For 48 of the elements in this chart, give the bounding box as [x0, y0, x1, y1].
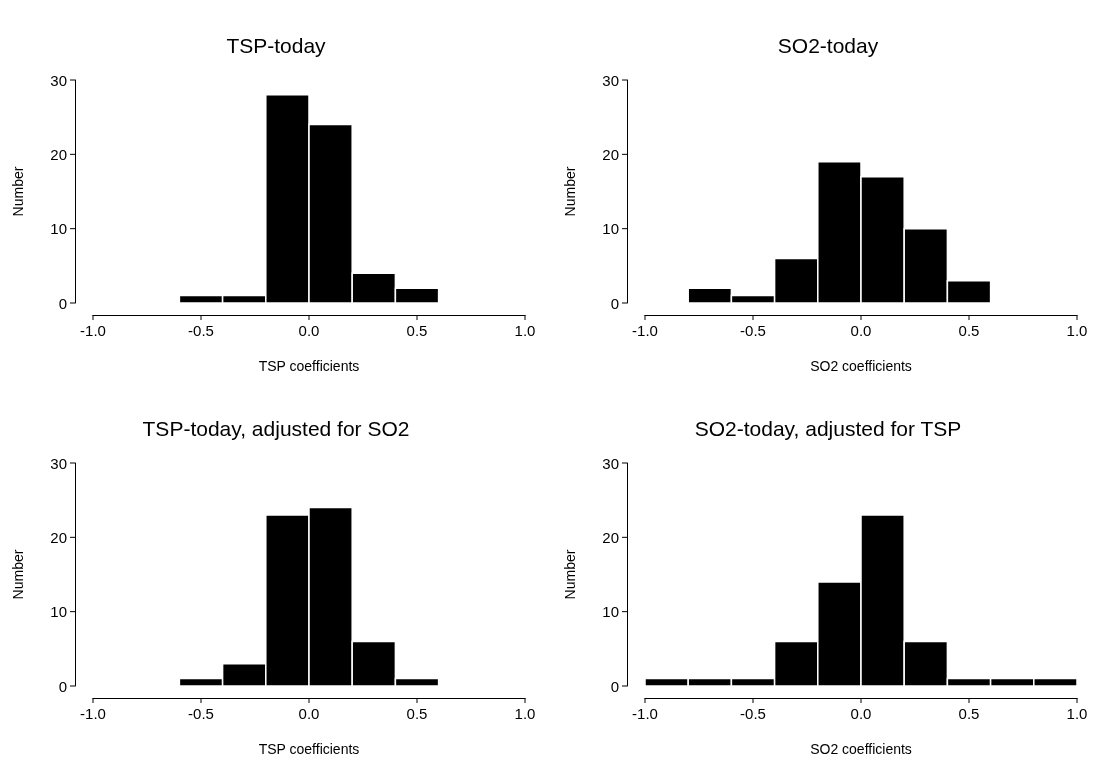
y-tick-label: 30: [50, 71, 67, 89]
x-tick-label: 0.0: [298, 705, 320, 722]
x-tick-label: -0.5: [740, 322, 766, 339]
chart-title: SO2-today, adjusted for TSP: [694, 417, 962, 440]
y-tick-label: 30: [602, 71, 619, 89]
x-tick-label: 0.5: [958, 705, 980, 722]
x-tick-label: -1.0: [80, 705, 106, 722]
y-tick-label: 20: [602, 528, 619, 546]
x-tick-label: -0.5: [188, 705, 214, 722]
x-tick-label: 0.0: [850, 322, 872, 339]
y-tick-label: 30: [602, 454, 619, 472]
x-axis-title: TSP coefficients: [258, 741, 360, 757]
x-axis-title: TSP coefficients: [258, 358, 360, 374]
chart-title: TSP-today: [226, 34, 327, 57]
chart-title: TSP-today, adjusted for SO2: [142, 417, 410, 440]
y-tick-label: 0: [610, 294, 619, 312]
x-tick-label: -0.5: [188, 322, 214, 339]
x-tick-label: 1.0: [1066, 322, 1088, 339]
x-tick-label: -1.0: [80, 322, 106, 339]
y-tick-label: 20: [50, 145, 67, 163]
x-tick-label: 1.0: [514, 322, 536, 339]
y-axis-title: Number: [562, 549, 578, 600]
y-tick-label: 10: [602, 220, 619, 238]
y-tick-label: 0: [610, 677, 619, 695]
y-tick-label: 20: [602, 145, 619, 163]
x-tick-label: 1.0: [514, 705, 536, 722]
y-axis-title: Number: [562, 166, 578, 217]
y-tick-label: 10: [602, 603, 619, 621]
x-tick-label: 1.0: [1066, 705, 1088, 722]
x-tick-label: 0.5: [958, 322, 980, 339]
x-tick-label: -0.5: [740, 705, 766, 722]
y-tick-label: 10: [50, 603, 67, 621]
y-tick-label: 30: [50, 454, 67, 472]
x-tick-label: -1.0: [632, 322, 658, 339]
chart-title: SO2-today: [777, 34, 879, 57]
y-axis-title: Number: [10, 166, 26, 217]
y-tick-label: 10: [50, 220, 67, 238]
x-tick-label: 0.5: [406, 705, 428, 722]
y-tick-label: 0: [58, 677, 67, 695]
x-tick-label: 0.0: [850, 705, 872, 722]
y-axis-title: Number: [10, 549, 26, 600]
y-tick-label: 0: [58, 294, 67, 312]
x-tick-label: 0.5: [406, 322, 428, 339]
y-tick-label: 20: [50, 528, 67, 546]
x-axis-title: SO2 coefficients: [810, 358, 912, 374]
x-tick-label: -1.0: [632, 705, 658, 722]
x-tick-label: 0.0: [298, 322, 320, 339]
x-axis-title: SO2 coefficients: [810, 741, 912, 757]
